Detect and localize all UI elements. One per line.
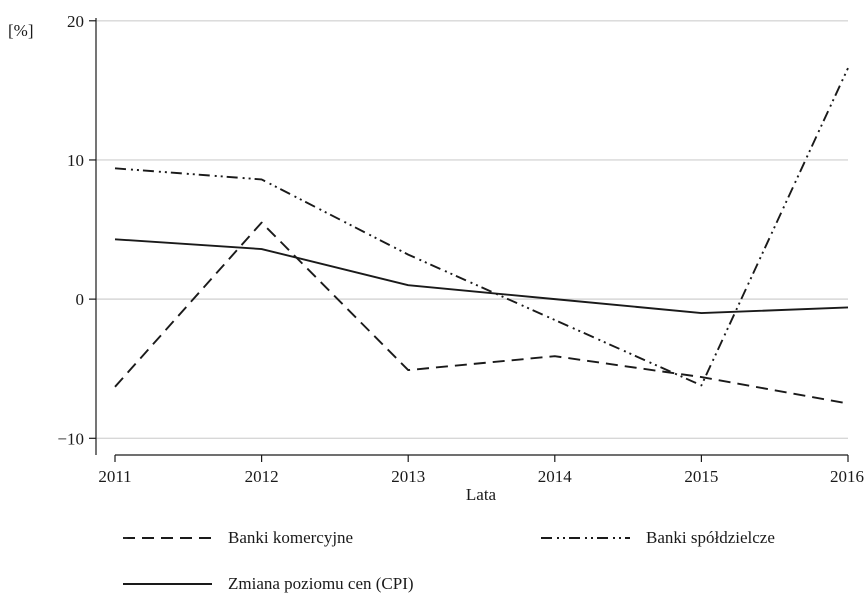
x-tick-label: 2012 bbox=[245, 467, 279, 486]
y-ticks: −10 0 10 20 bbox=[57, 12, 96, 448]
y-axis-label: [%] bbox=[8, 21, 33, 40]
x-tick-label: 2013 bbox=[391, 467, 425, 486]
y-tick-label: 10 bbox=[67, 151, 84, 170]
y-tick-label: −10 bbox=[57, 429, 84, 448]
legend-line-samples bbox=[123, 537, 630, 585]
series-layer bbox=[114, 67, 849, 405]
x-tick-label: 2014 bbox=[538, 467, 573, 486]
x-tick-label: 2015 bbox=[684, 467, 718, 486]
y-tick-label: 0 bbox=[76, 290, 85, 309]
x-ticks: 2011 2012 2013 2014 2015 2016 bbox=[98, 455, 864, 486]
x-axis-label: Lata bbox=[466, 485, 497, 504]
series-line-2 bbox=[114, 238, 849, 314]
grid-lines bbox=[96, 20, 848, 439]
axes bbox=[95, 18, 848, 456]
y-tick-label: 20 bbox=[67, 12, 84, 31]
x-tick-label: 2016 bbox=[830, 467, 864, 486]
series-line-0 bbox=[114, 221, 849, 405]
series-line-1 bbox=[114, 67, 849, 387]
x-tick-label: 2011 bbox=[98, 467, 131, 486]
